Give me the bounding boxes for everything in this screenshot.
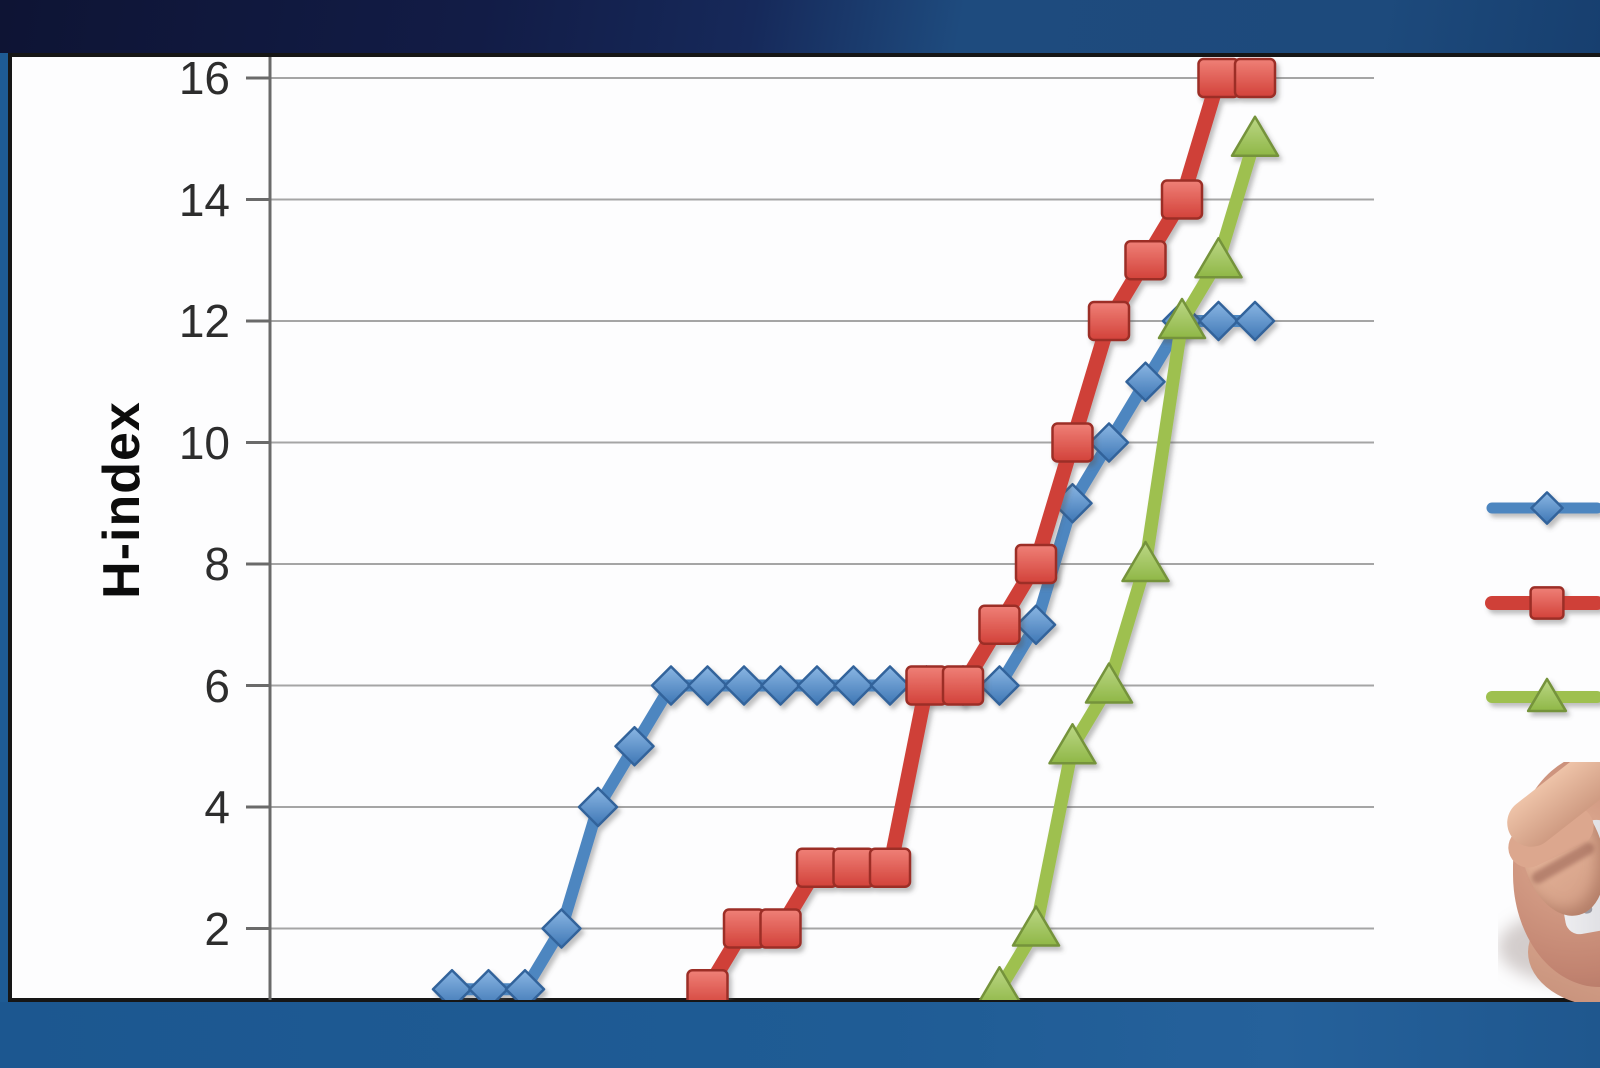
data-point-square bbox=[1529, 586, 1565, 620]
series-red-square-line bbox=[700, 70, 1263, 997]
data-point-triangle bbox=[978, 966, 1021, 1000]
data-point-square bbox=[686, 969, 729, 1000]
data-point-diamond bbox=[577, 786, 619, 828]
data-point-square bbox=[1233, 57, 1277, 99]
y-tick-label: 4 bbox=[204, 781, 230, 833]
data-point-triangle bbox=[1048, 723, 1097, 765]
slide-bottom-band bbox=[0, 1002, 1600, 1068]
data-point-diamond bbox=[504, 969, 546, 1000]
data-point-triangle bbox=[1194, 237, 1243, 279]
y-tick-label: 10 bbox=[178, 416, 230, 469]
legend-entry-square bbox=[1485, 586, 1600, 620]
data-point-diamond bbox=[979, 665, 1020, 706]
data-point-diamond bbox=[1530, 491, 1564, 525]
data-point-square bbox=[905, 665, 948, 706]
data-point-diamond bbox=[796, 665, 838, 706]
data-point-square bbox=[1124, 240, 1167, 281]
data-point-diamond bbox=[723, 665, 765, 706]
data-point-square bbox=[722, 908, 766, 949]
data-point-square bbox=[795, 847, 839, 888]
data-point-diamond bbox=[1234, 300, 1276, 342]
y-tick-label: 14 bbox=[178, 173, 230, 226]
series-red-square bbox=[686, 57, 1277, 1000]
data-point-triangle bbox=[1121, 540, 1170, 583]
hand-photo bbox=[1498, 762, 1600, 1002]
data-point-diamond bbox=[1088, 422, 1130, 463]
legend-entry-diamond bbox=[1486, 491, 1600, 525]
data-point-diamond bbox=[1125, 361, 1166, 402]
data-point-square bbox=[832, 847, 875, 888]
data-point-triangle bbox=[1011, 905, 1061, 947]
data-point-diamond bbox=[687, 665, 728, 706]
legend-entry-triangle bbox=[1486, 677, 1600, 713]
data-point-triangle bbox=[1157, 297, 1207, 340]
data-point-square bbox=[1087, 300, 1131, 342]
data-point-square bbox=[1197, 57, 1240, 99]
data-point-triangle bbox=[1526, 677, 1568, 713]
y-tick-label: 12 bbox=[178, 295, 230, 347]
y-axis-title: H-index bbox=[93, 401, 151, 599]
data-point-diamond bbox=[541, 908, 582, 949]
slide-top-band bbox=[0, 0, 1600, 53]
data-point-triangle bbox=[1084, 662, 1134, 704]
data-point-diamond bbox=[468, 969, 509, 1000]
chart-frame bbox=[8, 53, 1600, 1002]
data-point-diamond bbox=[1198, 300, 1239, 342]
data-point-diamond bbox=[614, 726, 655, 767]
y-tick-label: 8 bbox=[204, 538, 230, 590]
data-point-square bbox=[1014, 543, 1058, 585]
data-point-diamond bbox=[760, 665, 801, 706]
y-tick-label: 6 bbox=[204, 659, 230, 712]
series-green-triangle bbox=[978, 115, 1280, 1000]
data-point-square bbox=[1051, 422, 1094, 463]
data-point-diamond bbox=[869, 665, 911, 706]
data-point-triangle bbox=[1230, 115, 1280, 157]
data-point-square bbox=[941, 665, 985, 706]
data-point-diamond bbox=[833, 665, 874, 706]
data-point-square bbox=[759, 908, 802, 949]
data-point-diamond bbox=[650, 665, 692, 706]
y-tick-label: 2 bbox=[204, 902, 230, 955]
data-point-square bbox=[978, 604, 1021, 645]
data-point-square bbox=[868, 847, 912, 888]
y-tick-label: 16 bbox=[178, 52, 230, 104]
data-point-diamond bbox=[431, 969, 473, 1000]
series-blue-diamond-line bbox=[446, 315, 1261, 996]
data-point-square bbox=[1160, 179, 1204, 220]
series-blue-diamond bbox=[431, 300, 1276, 1000]
data-point-diamond bbox=[1015, 604, 1057, 645]
